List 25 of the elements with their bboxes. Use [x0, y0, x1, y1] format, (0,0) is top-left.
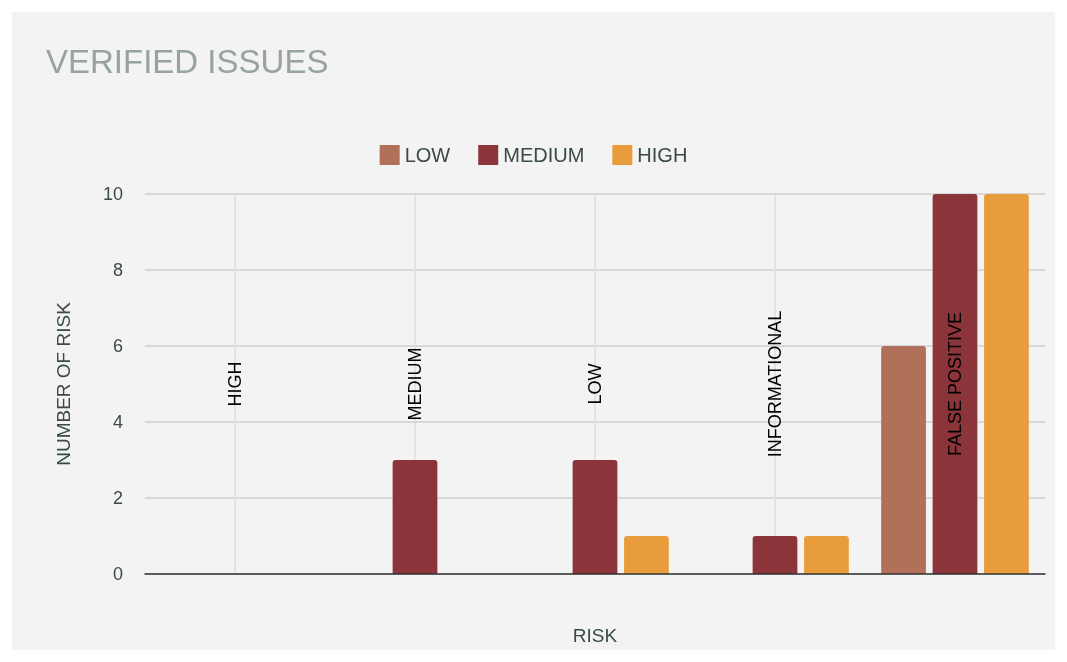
- bar: [881, 346, 926, 574]
- bar: [984, 194, 1029, 574]
- chart-title: VERIFIED ISSUES: [46, 43, 329, 80]
- y-axis-title: NUMBER OF RISK: [53, 301, 74, 466]
- x-tick-label: FALSE POSITIVE: [945, 311, 965, 457]
- bar: [392, 460, 438, 574]
- y-tick-label: 4: [112, 412, 123, 432]
- y-tick-label: 2: [112, 488, 123, 508]
- legend-label: HIGH: [637, 144, 688, 166]
- x-tick-label: MEDIUM: [405, 347, 425, 421]
- bar: [624, 536, 669, 574]
- legend-label: MEDIUM: [503, 144, 585, 166]
- x-tick-label: LOW: [585, 363, 605, 405]
- y-tick-label: 10: [102, 184, 123, 204]
- y-tick-label: 0: [112, 564, 123, 584]
- x-tick-label: INFORMATIONAL: [765, 310, 785, 458]
- bar: [752, 536, 798, 574]
- bar: [804, 536, 849, 574]
- y-tick-label: 6: [112, 336, 123, 356]
- bar: [572, 460, 618, 574]
- x-axis-title: RISK: [572, 625, 618, 646]
- legend-label: LOW: [404, 144, 451, 166]
- bar: [932, 194, 978, 574]
- x-tick-label: HIGH: [225, 361, 245, 407]
- y-tick-label: 8: [112, 260, 123, 280]
